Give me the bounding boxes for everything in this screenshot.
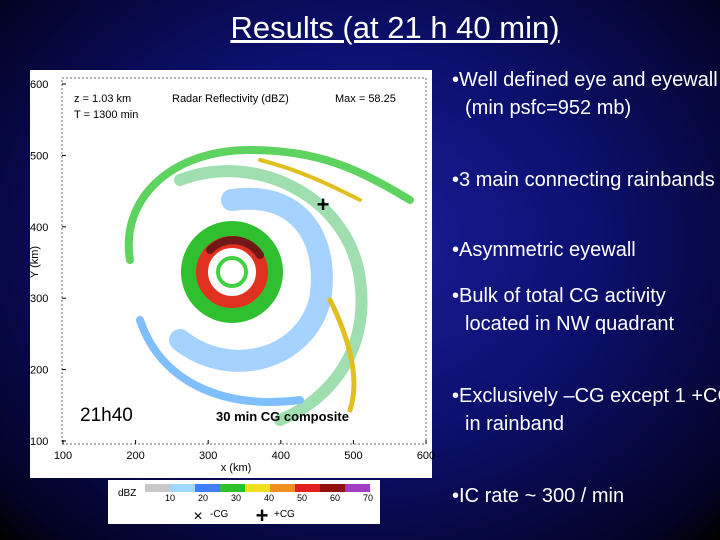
radar-figure: + z = 1.03 km T = 1300 min Radar Reflect… [29, 77, 436, 528]
height-label: z = 1.03 km [74, 93, 131, 105]
colorbar-tick-label: 50 [297, 493, 307, 503]
colorbar-label: dBZ [118, 488, 136, 499]
legend-minus-cg: -CG [210, 509, 229, 520]
bullet-item: 3 main connecting rainbands [452, 166, 720, 194]
radar-echo [124, 145, 414, 426]
x-tick-label: 300 [199, 450, 217, 462]
plus-cg-symbol: + [256, 503, 269, 528]
x-tick-label: 100 [54, 450, 72, 462]
bullet-item: Asymmetric eyewall [452, 236, 720, 264]
x-tick-label: 200 [126, 450, 144, 462]
field-label: Radar Reflectivity (dBZ) [172, 93, 289, 105]
colorbar-tick-label: 20 [198, 493, 208, 503]
bullet-item: Exclusively –CG except 1 +CG in rainband [452, 382, 720, 438]
plot-area [61, 77, 427, 445]
y-tick-label: 500 [30, 150, 48, 162]
colorbar-tick-label: 60 [330, 493, 340, 503]
colorbar-tick-label: 70 [363, 493, 373, 503]
plus-cg-marker: + [317, 192, 330, 217]
colorbar-tick-label: 40 [264, 493, 274, 503]
colorbar-swatch [345, 484, 370, 492]
max-label: Max = 58.25 [335, 93, 396, 105]
colorbar-swatch [295, 484, 320, 492]
y-tick-label: 200 [30, 365, 48, 377]
colorbar-swatch [145, 484, 170, 492]
bullet-item: Well defined eye and eyewall (min psfc=9… [452, 66, 720, 122]
x-axis-label: x (km) [221, 462, 252, 474]
bullet-item: Bulk of total CG activity located in NW … [452, 282, 720, 338]
y-tick-label: 600 [30, 79, 48, 91]
composite-label: 30 min CG composite [216, 409, 349, 424]
time-label: T = 1300 min [74, 109, 138, 121]
minus-cg-symbol: × [193, 508, 202, 525]
x-tick-label: 500 [344, 450, 362, 462]
colorbar-swatch [195, 484, 220, 492]
bullet-item: IC rate ~ 300 / min [452, 482, 720, 510]
y-tick-label: 300 [30, 293, 48, 305]
colorbar-tick-label: 10 [165, 493, 175, 503]
x-tick-label: 400 [272, 450, 290, 462]
y-axis-label: Y (km) [29, 246, 41, 278]
colorbar-swatch [170, 484, 195, 492]
y-tick-label: 100 [30, 436, 48, 448]
x-tick-label: 600 [417, 450, 435, 462]
y-tick-label: 400 [30, 222, 48, 234]
colorbar-tick-label: 30 [231, 493, 241, 503]
colorbar-swatch [320, 484, 345, 492]
slide-title: Results (at 21 h 40 min) [230, 10, 560, 45]
time-stamp: 21h40 [80, 405, 133, 426]
colorbar-swatch [270, 484, 295, 492]
colorbar-swatch [245, 484, 270, 492]
colorbar: 10 20 30 40 50 60 70 [145, 484, 373, 503]
legend-plus-cg: +CG [274, 509, 295, 520]
colorbar-swatch [220, 484, 245, 492]
